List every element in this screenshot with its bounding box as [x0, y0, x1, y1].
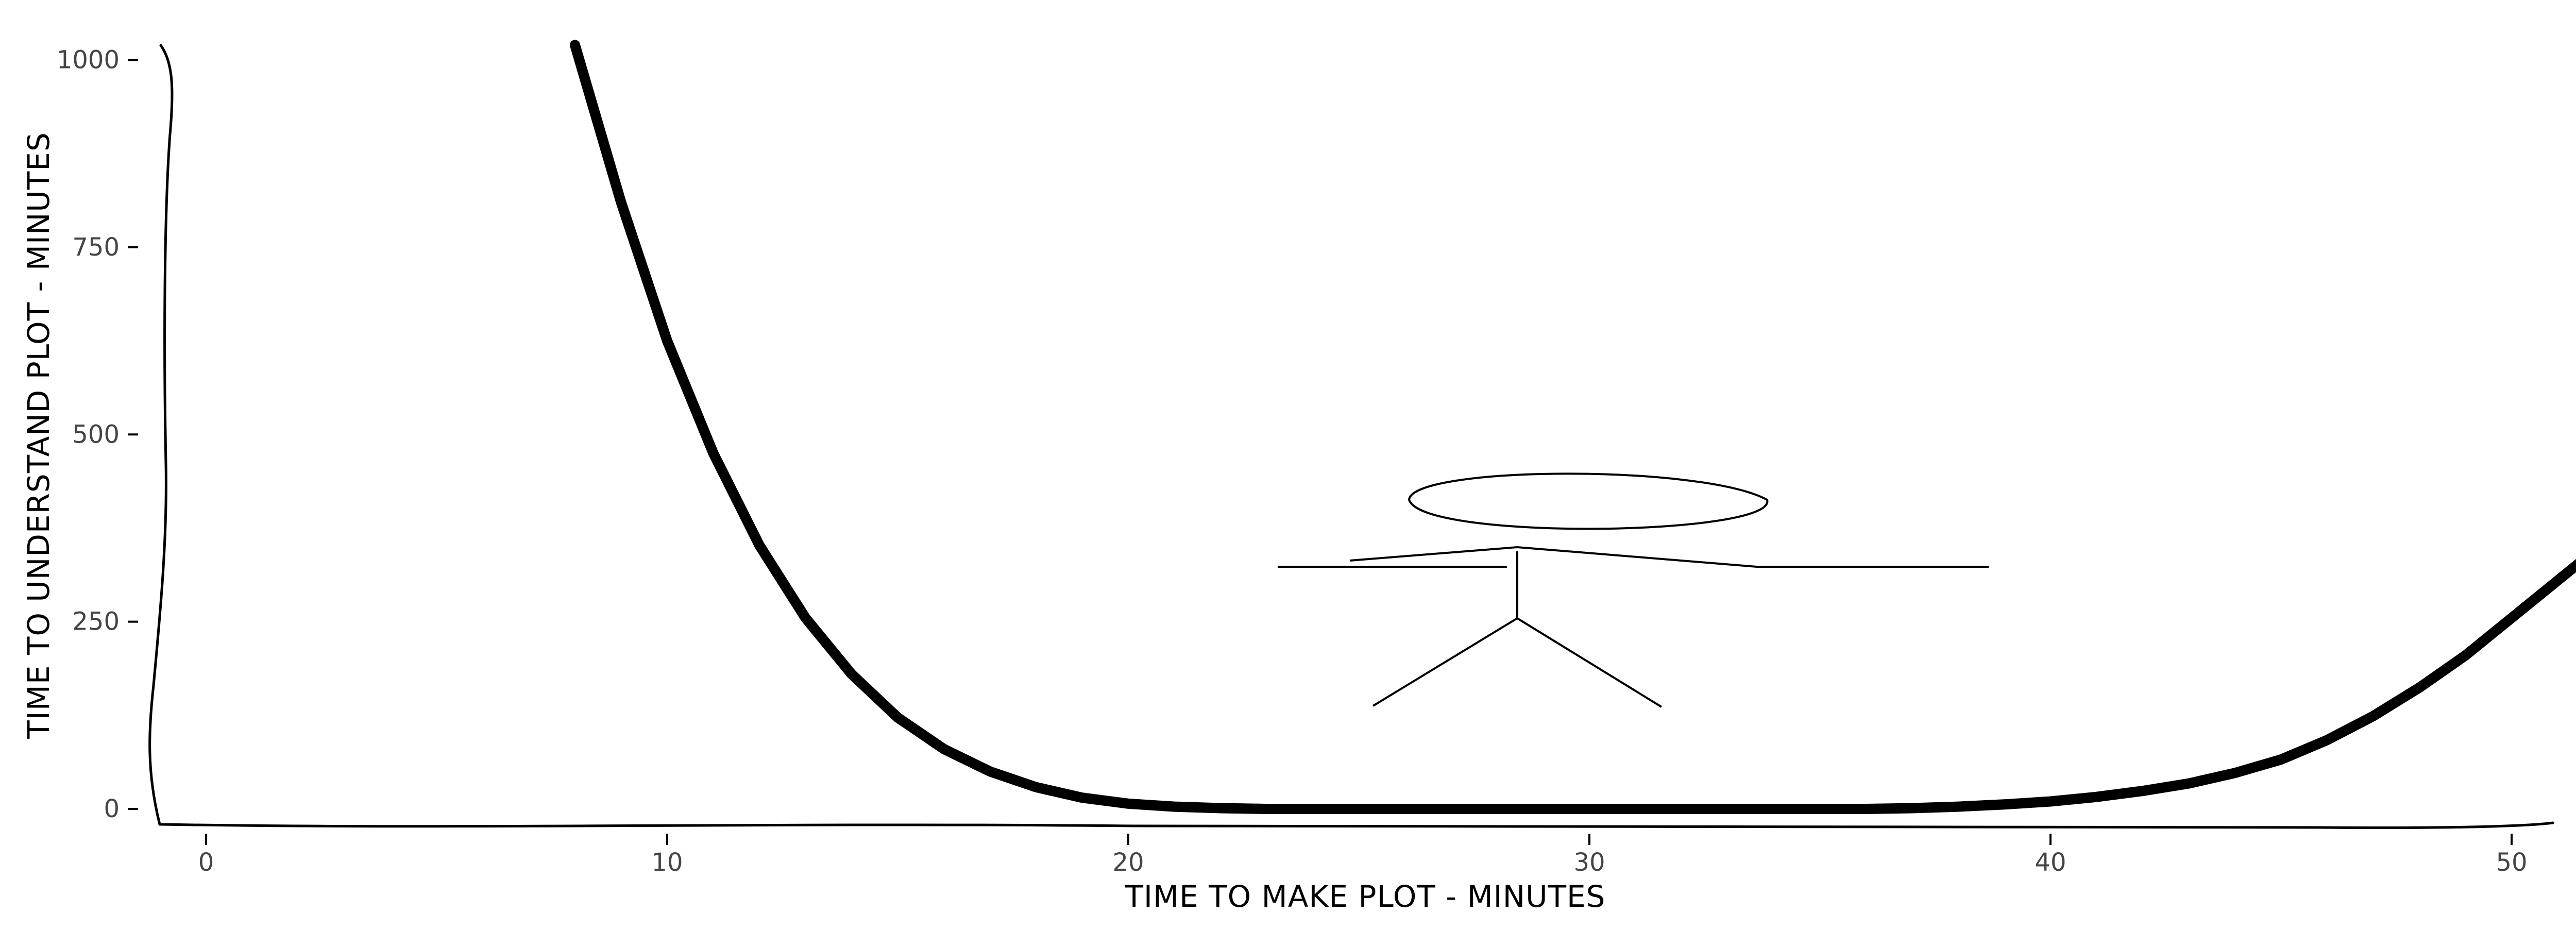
- y-axis-line: [148, 44, 174, 826]
- y-tick-label: 500: [72, 420, 120, 449]
- y-tick-label: 250: [72, 607, 120, 636]
- y-tick-label: 1000: [57, 46, 120, 75]
- series-line: [570, 40, 2576, 814]
- x-tick-label: 0: [198, 848, 214, 877]
- figure-right-arm: [1349, 546, 1989, 568]
- y-tick-label: 0: [104, 794, 120, 823]
- x-tick-label: 30: [1573, 848, 1605, 877]
- x-tick-label: 10: [651, 848, 683, 877]
- x-tick-label: 20: [1112, 848, 1144, 877]
- x-axis-line: [159, 821, 2554, 830]
- axes-layer: [148, 44, 2554, 830]
- ticks-layer: 0 250 500 750 1000 0 10 20 30 40 50: [57, 46, 2528, 877]
- series-layer: [570, 40, 2576, 814]
- y-axis-title: TIME TO UNDERSTAND PLOT - MINUTES: [21, 132, 56, 739]
- figure-head: [1408, 472, 1769, 530]
- y-tick-label: 750: [72, 233, 120, 262]
- x-axis-title: TIME TO MAKE PLOT - MINUTES: [1125, 879, 1606, 914]
- x-tick-label: 50: [2496, 848, 2527, 877]
- stick-figure: [1278, 472, 1989, 708]
- figure-left-leg: [1372, 617, 1518, 707]
- figure-right-leg: [1516, 617, 1663, 708]
- x-tick-label: 40: [2035, 848, 2066, 877]
